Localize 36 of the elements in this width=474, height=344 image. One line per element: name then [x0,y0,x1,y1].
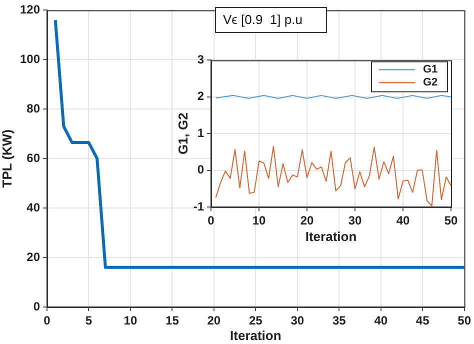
x-axis-title: Iteration [305,228,357,244]
y-tick-label: 40 [26,200,40,214]
x-tick-label: 10 [124,314,138,328]
y-tick-label: 0 [197,162,204,177]
x-tick-label: 50 [444,214,458,228]
x-axis-title: Iteration [230,328,282,343]
x-tick-label: 45 [416,314,430,328]
y-tick-label: 120 [20,2,40,17]
x-tick-label: 0 [208,214,215,228]
x-tick-label: 0 [44,314,51,328]
x-tick-label: 40 [396,214,410,228]
x-tick-label: 10 [252,214,266,228]
y-tick-label: 3 [197,52,204,67]
y-tick-label: 100 [20,52,40,66]
x-tick-label: 50 [458,314,472,328]
x-tick-label: 30 [290,314,304,328]
y-tick-label: 0 [33,299,40,314]
y-axis-title: G1, G2 [175,112,190,155]
x-tick-label: 25 [248,314,263,328]
annotation: Vϵ [0.9 1] p.u [215,7,327,33]
y-tick-label: 60 [26,150,40,165]
x-tick-label: 5 [85,314,92,328]
x-tick-label: 30 [348,214,362,228]
legend-label: G2 [423,76,438,89]
x-tick-label: 20 [300,214,314,228]
x-tick-label: 20 [207,314,221,328]
x-tick-label: 35 [332,314,346,328]
y-tick-label: 80 [26,101,40,116]
y-tick-label: -1 [193,199,204,214]
x-tick-label: 15 [166,314,180,328]
y-tick-label: 2 [197,89,204,104]
y-tick-label: 20 [26,250,40,264]
legend-label: G1 [423,64,438,76]
y-axis-title: TPL (KW) [0,129,14,188]
x-tick-label: 40 [374,314,388,328]
y-tick-label: 1 [197,126,204,140]
